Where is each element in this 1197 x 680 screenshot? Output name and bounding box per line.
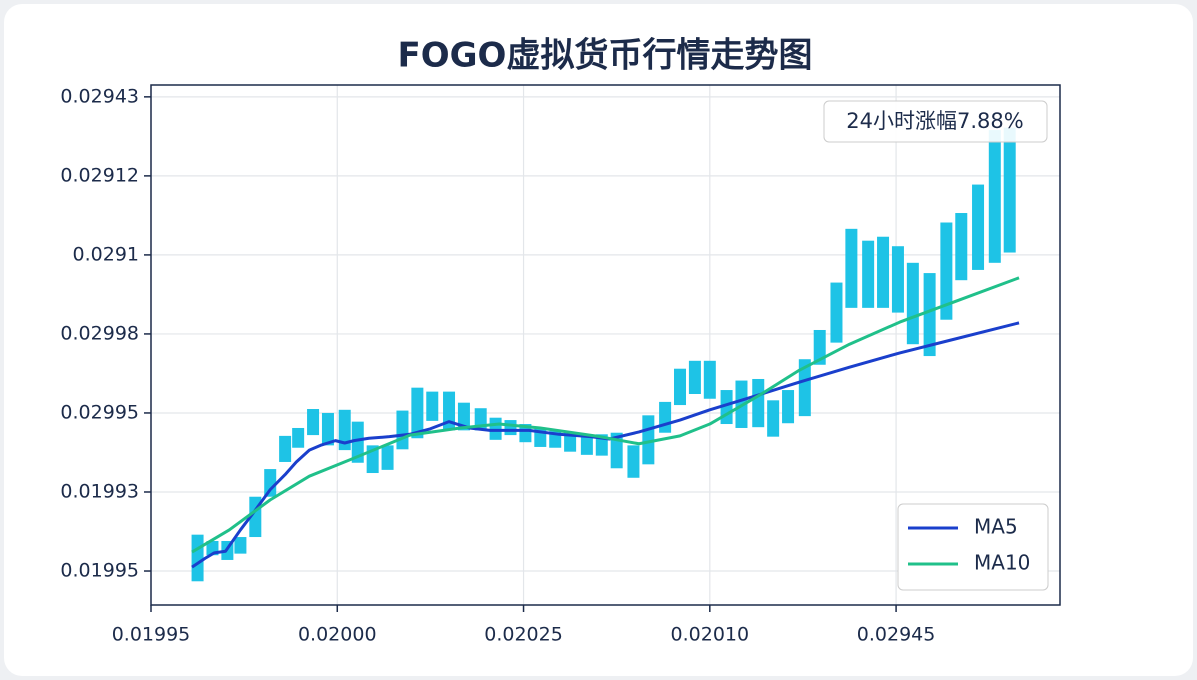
legend-box xyxy=(897,503,1049,591)
bar xyxy=(504,420,517,436)
bar xyxy=(627,445,640,478)
y-tick-label: 0.02995 xyxy=(60,401,139,423)
bar xyxy=(351,421,364,463)
bar xyxy=(307,409,320,436)
y-tick-label: 0.02943 xyxy=(60,85,139,107)
bar xyxy=(830,282,843,343)
bar xyxy=(292,427,305,448)
bar xyxy=(426,391,439,421)
y-tick-label: 0.01993 xyxy=(60,480,139,502)
bar xyxy=(564,432,577,452)
bar xyxy=(443,391,456,431)
bar xyxy=(489,417,502,440)
bar xyxy=(891,246,904,313)
x-tick-label: 0.02000 xyxy=(298,624,377,646)
bar xyxy=(845,228,858,308)
x-tick-label: 0.02010 xyxy=(671,624,750,646)
bar xyxy=(234,537,247,554)
bar xyxy=(659,401,672,433)
axes: 0.01995 0.01993 0.02995 0.02998 0.0291 0.0291… xyxy=(60,85,935,645)
bar xyxy=(411,387,424,439)
bar xyxy=(396,410,409,450)
bar xyxy=(752,378,765,428)
bar xyxy=(813,329,826,365)
x-tick-label: 0.01995 xyxy=(112,624,191,646)
bar xyxy=(674,368,687,406)
bar xyxy=(955,213,968,281)
bar xyxy=(457,402,470,431)
marks xyxy=(191,127,1020,582)
plot-frame xyxy=(150,84,1061,606)
bar xyxy=(1003,127,1016,253)
bar xyxy=(703,360,716,399)
bar xyxy=(782,390,795,424)
bar xyxy=(191,534,204,582)
bar xyxy=(767,400,780,437)
line xyxy=(191,321,1020,569)
legend: MA5 MA10 xyxy=(897,503,1049,591)
y-tick-label: 0.02998 xyxy=(60,322,139,344)
bar xyxy=(940,222,953,320)
bar xyxy=(338,409,351,451)
legend-label: MA5 xyxy=(974,515,1018,539)
bar xyxy=(798,359,811,417)
y-tick-label: 0.0291 xyxy=(73,243,139,265)
chart-title: FOGO虚拟货币行情走势图 xyxy=(398,36,813,76)
bar xyxy=(321,412,334,446)
x-tick-label: 0.02945 xyxy=(857,624,936,646)
bar xyxy=(923,273,936,357)
bar xyxy=(249,496,262,538)
annotation-box xyxy=(823,100,1048,143)
bar xyxy=(862,240,875,308)
bar xyxy=(688,360,701,394)
y-tick-label: 0.02912 xyxy=(60,164,139,186)
x-tick-label: 0.02025 xyxy=(484,624,563,646)
bar xyxy=(906,262,919,345)
bar xyxy=(381,445,394,470)
bar xyxy=(972,184,985,270)
bar xyxy=(519,424,532,443)
bar xyxy=(877,236,890,308)
bar xyxy=(279,435,292,462)
bar xyxy=(988,130,1001,263)
line xyxy=(191,276,1020,554)
bar xyxy=(264,469,277,497)
bar xyxy=(580,434,593,455)
annotation: 24小时涨幅7.88% xyxy=(846,109,1023,133)
y-tick-label: 0.01995 xyxy=(60,560,139,582)
legend-label: MA10 xyxy=(974,551,1030,575)
